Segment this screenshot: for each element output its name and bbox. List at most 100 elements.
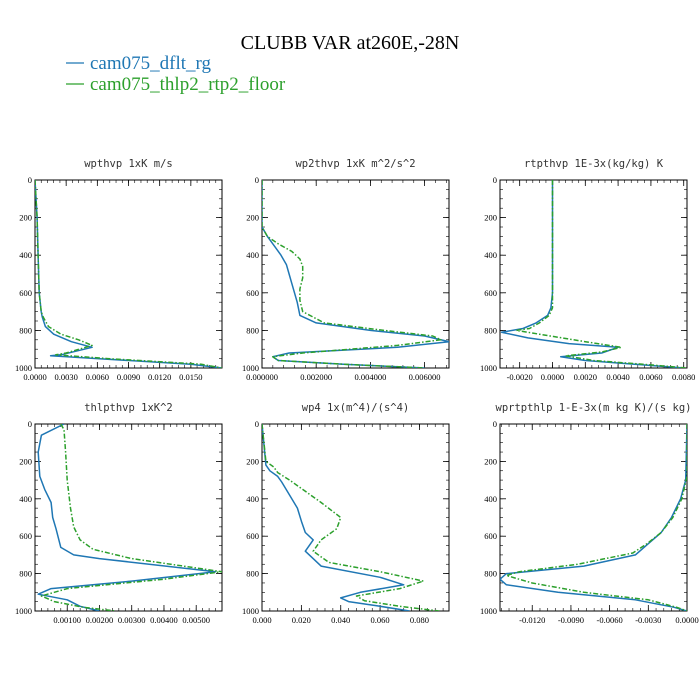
- panel-5: wprtpthlp 1-E-3x(m kg K)/(s kg) 0 200 400 60…: [480, 402, 699, 625]
- x-tick-label: 0.0040: [606, 372, 629, 382]
- legend: cam075_dflt_rg cam075_thlp2_rtp2_floor: [66, 53, 286, 95]
- x-tick-label: 0.00500: [182, 615, 210, 625]
- series-line-thlp2-rtp2-floor: [515, 180, 687, 368]
- x-tick-label: 0.0030: [54, 372, 77, 382]
- y-tick-label: 600: [484, 531, 497, 541]
- series-line-dflt-rg: [262, 180, 449, 368]
- y-tick-label: 1000: [15, 363, 32, 373]
- x-tick-label: 0.00200: [86, 615, 114, 625]
- panel-2: rtpthvp 1E-3x(kg/kg) K 0 200 400 600 800 1000-…: [480, 158, 695, 382]
- y-tick-label: 200: [246, 213, 259, 223]
- y-tick-label: 1000: [15, 606, 32, 616]
- x-tick-label: 0.000000: [246, 372, 278, 382]
- y-tick-label: 400: [484, 250, 497, 260]
- x-tick-label: 0.0120: [148, 372, 171, 382]
- x-tick-label: 0.060: [371, 615, 390, 625]
- x-tick-label: 0.0000: [541, 372, 564, 382]
- x-tick-label: 0.002000: [300, 372, 332, 382]
- panel-1: wp2thvp 1xK m^2/s^2020040060080010000.00…: [242, 158, 450, 382]
- y-tick-label: 0: [28, 175, 32, 185]
- x-tick-label: 0.080: [410, 615, 429, 625]
- y-tick-label: 200: [19, 456, 32, 466]
- plot-frame: [34, 179, 223, 369]
- legend-label-dflt-rg: cam075_dflt_rg: [90, 53, 212, 74]
- y-tick-label: 400: [246, 494, 259, 504]
- x-tick-label: 0.0020: [574, 372, 597, 382]
- panel-title: thlpthvp 1xK^2: [84, 402, 173, 414]
- y-tick-label: 1000: [242, 363, 259, 373]
- x-tick-label: 0.00100: [53, 615, 81, 625]
- x-tick-label: -0.0120: [519, 615, 545, 625]
- x-tick-label: 0.0080: [672, 372, 695, 382]
- x-tick-label: 0.0060: [86, 372, 109, 382]
- series-line-thlp2-rtp2-floor: [262, 180, 442, 368]
- x-tick-label: 0.000: [252, 615, 271, 625]
- panel-title: wp2thvp 1xK m^2/s^2: [295, 158, 415, 170]
- y-tick-label: 800: [484, 325, 497, 335]
- y-tick-label: 0: [493, 419, 497, 429]
- panel-title: wprtpthlp 1-E-3x(m kg K)/(s kg): [496, 402, 692, 414]
- x-tick-label: -0.0060: [597, 615, 623, 625]
- panel-3: thlpthvp 1xK^2 0 200 400 600 800 1000 0.00100 0.…: [15, 402, 223, 625]
- series-line-dflt-rg: [37, 424, 217, 611]
- x-tick-label: 0.0090: [117, 372, 140, 382]
- y-tick-label: 800: [246, 569, 259, 579]
- y-tick-label: 400: [484, 494, 497, 504]
- series-line-thlp2-rtp2-floor: [505, 424, 687, 611]
- plot-frame: [499, 423, 688, 612]
- y-tick-label: 600: [19, 531, 32, 541]
- y-tick-label: 400: [19, 250, 32, 260]
- y-tick-label: 600: [246, 288, 259, 298]
- y-tick-label: 800: [19, 569, 32, 579]
- y-tick-label: 200: [484, 456, 497, 466]
- y-tick-label: 200: [19, 213, 32, 223]
- x-tick-label: 0.0000: [675, 615, 698, 625]
- y-tick-label: 200: [484, 213, 497, 223]
- y-tick-label: 800: [484, 569, 497, 579]
- y-tick-label: 0: [28, 419, 32, 429]
- x-tick-label: -0.0090: [558, 615, 584, 625]
- plot-frame: [261, 179, 450, 369]
- y-tick-label: 600: [484, 288, 497, 298]
- x-tick-label: 0.020: [292, 615, 311, 625]
- series-line-dflt-rg: [500, 424, 687, 611]
- x-tick-label: -0.0030: [635, 615, 661, 625]
- x-tick-label: 0.040: [331, 615, 350, 625]
- series-line-dflt-rg: [500, 180, 684, 368]
- y-tick-label: 200: [246, 456, 259, 466]
- x-tick-label: 0.004000: [354, 372, 386, 382]
- x-tick-label: 0.00300: [118, 615, 146, 625]
- x-tick-label: 0.00400: [150, 615, 178, 625]
- y-tick-label: 1000: [480, 363, 497, 373]
- legend-label-thlp2-rtp2-floor: cam075_thlp2_rtp2_floor: [90, 74, 286, 95]
- series-line-thlp2-rtp2-floor: [262, 424, 440, 611]
- y-tick-label: 400: [19, 494, 32, 504]
- y-tick-label: 1000: [480, 606, 497, 616]
- x-tick-label: 0.0000: [23, 372, 46, 382]
- panel-title: wpthvp 1xK m/s: [84, 158, 173, 170]
- panel-title: rtpthvp 1E-3x(kg/kg) K: [524, 158, 664, 170]
- series-line-thlp2-rtp2-floor: [40, 424, 222, 611]
- y-tick-label: 0: [255, 419, 259, 429]
- x-tick-label: 0.0150: [179, 372, 202, 382]
- figure-title: CLUBB VAR at260E,-28N: [241, 32, 460, 54]
- y-tick-label: 600: [246, 531, 259, 541]
- plot-frame: [261, 423, 450, 612]
- y-tick-label: 800: [246, 325, 259, 335]
- x-tick-label: 0.0060: [639, 372, 662, 382]
- panel-title: wp4 1x(m^4)/(s^4): [302, 402, 409, 414]
- y-tick-label: 600: [19, 288, 32, 298]
- plot-frame: [499, 179, 688, 369]
- y-tick-label: 800: [19, 325, 32, 335]
- series-line-dflt-rg: [262, 424, 410, 611]
- x-tick-label: 0.006000: [409, 372, 441, 382]
- y-tick-label: 400: [246, 250, 259, 260]
- y-tick-label: 0: [493, 175, 497, 185]
- series-line-dflt-rg: [35, 180, 222, 368]
- series-line-thlp2-rtp2-floor: [35, 180, 222, 368]
- x-tick-label: -0.0020: [507, 372, 533, 382]
